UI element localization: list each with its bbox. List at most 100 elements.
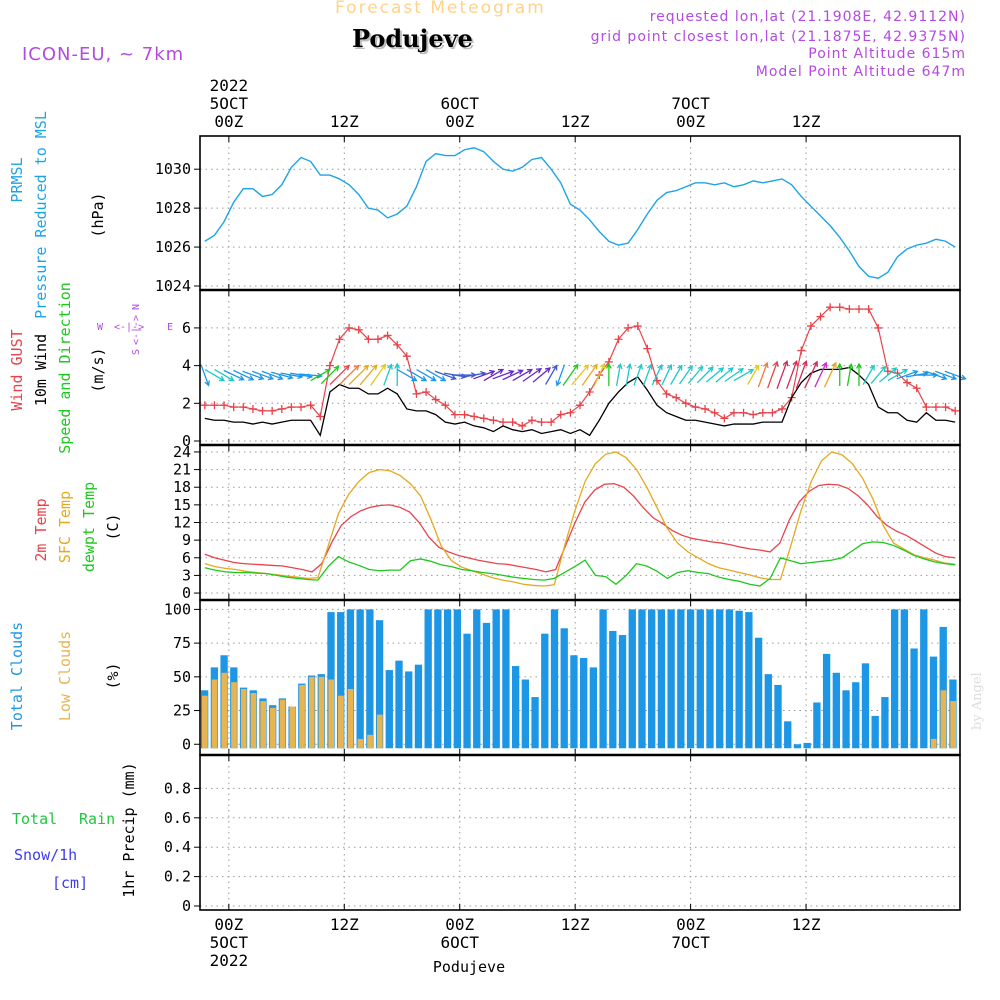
wind-arrow-head — [599, 362, 606, 370]
total-cloud-bar — [745, 612, 753, 749]
wind-direction-arrow — [696, 366, 714, 384]
wind-arrow-shaft — [642, 364, 652, 386]
wind-arrow-head — [450, 374, 457, 381]
wind-arrow-shaft — [862, 365, 875, 385]
wind-direction-arrow — [502, 369, 524, 381]
wind-direction-arrow — [242, 370, 265, 381]
wind-arrow-shaft — [670, 365, 683, 385]
gust-marker — [585, 388, 594, 396]
wind-arrow-head — [267, 374, 275, 381]
wind-direction-arrow — [747, 364, 760, 385]
gust-marker — [220, 401, 229, 410]
wind-direction-arrow — [348, 364, 370, 385]
wind-arrow-head — [836, 362, 843, 369]
wind-direction-arrow — [944, 370, 967, 381]
total-cloud-bar — [463, 633, 471, 749]
wind-direction-arrow — [836, 362, 843, 387]
total-cloud-bar — [813, 702, 821, 749]
total-cloud-bar — [482, 622, 491, 749]
total-cloud-bar — [939, 626, 947, 749]
low-cloud-bar — [202, 695, 208, 749]
wind-arrow-shaft — [747, 365, 760, 385]
wind-direction-label: Speed and Direction — [56, 282, 74, 454]
wind-direction-arrow — [310, 368, 331, 382]
total-cloud-bar — [725, 609, 734, 749]
wind-arrow-shaft — [200, 364, 210, 386]
wind-arrow-head — [677, 364, 683, 371]
wind-arrow-head — [277, 374, 284, 381]
gust-marker — [941, 403, 950, 412]
gust-marker — [826, 303, 835, 312]
wind-arrow-shaft — [233, 369, 254, 381]
wind-direction-arrow — [359, 364, 378, 386]
total-cloud-bar — [453, 609, 461, 749]
wind-arrow-head — [287, 373, 294, 380]
top-time-label: 2022 — [210, 76, 249, 95]
total-cloud-bar — [784, 721, 792, 749]
total-cloud-bar — [754, 637, 763, 749]
wind-arrow-head — [737, 367, 745, 374]
top-time-label: 12Z — [330, 112, 359, 131]
wind-arrow-shaft — [556, 364, 566, 386]
gust-marker — [200, 401, 209, 410]
low-cloud-bar — [240, 688, 247, 749]
gust-marker — [489, 416, 498, 425]
wind-direction-arrow — [200, 364, 210, 387]
wind-arrow-head — [847, 362, 854, 370]
bottom-time-label: 12Z — [792, 915, 821, 934]
wind-arrow-shaft — [651, 364, 663, 386]
footer-location: Podujeve — [433, 958, 505, 976]
y-tick-label: 1030 — [155, 160, 191, 178]
clouds-unit: (%) — [104, 662, 122, 689]
bottom-time-label: 12Z — [330, 915, 359, 934]
wind-direction-arrow — [261, 370, 284, 381]
compass-south: S — [131, 349, 142, 355]
gust-marker — [633, 322, 642, 331]
low-cloud-bar — [289, 706, 296, 749]
y-tick-label: 12 — [173, 514, 191, 532]
wind-direction-arrow — [522, 367, 543, 382]
wind-direction-arrow — [434, 370, 457, 381]
wind-arrow-shaft — [678, 365, 693, 385]
pressure-unit: (hPa) — [89, 192, 107, 237]
gust-marker — [566, 408, 575, 417]
y-tick-label: 18 — [173, 478, 191, 496]
wind-arrow-shaft — [581, 364, 598, 386]
wind-direction-arrow — [795, 360, 808, 389]
total-cloud-bar — [716, 609, 724, 749]
y-tick-label: 9 — [182, 531, 191, 549]
wind-arrow-shaft — [776, 361, 788, 389]
wind-arrow-head — [324, 368, 331, 375]
wind-arrow-shaft — [823, 362, 837, 388]
wind-direction-arrow — [593, 362, 606, 387]
wind-direction-arrow — [571, 364, 590, 386]
total-cloud-bar — [618, 635, 627, 749]
wind-arrow-shaft — [562, 364, 579, 386]
wind-arrow-head — [508, 369, 515, 376]
low-cloud-bar — [279, 699, 286, 749]
wind-arrow-shaft — [532, 367, 551, 383]
wind-arrow-head — [792, 360, 799, 367]
wind-arrow-shaft — [786, 361, 798, 389]
wind-arrow-shaft — [502, 369, 523, 381]
location-title: Podujeve — [352, 24, 473, 53]
total-cloud-bar — [550, 609, 559, 749]
wind-direction-arrow — [320, 365, 340, 385]
wind-arrow-head — [616, 362, 623, 370]
wind-arrow-head — [891, 367, 898, 373]
wind-arrow-head — [901, 368, 909, 375]
wind-arrow-shaft — [320, 365, 339, 385]
wind-arrow-head — [592, 363, 598, 370]
compass-east: E — [167, 322, 173, 333]
total-cloud-bar — [881, 697, 889, 749]
gust-marker — [739, 408, 748, 417]
gust-marker — [412, 389, 421, 398]
wind-direction-arrow — [492, 369, 515, 380]
wind-arrow-shaft — [887, 368, 908, 382]
low-cloud-bar — [318, 676, 325, 749]
y-tick-label: 75 — [173, 634, 191, 652]
wind-arrow-shaft — [633, 364, 643, 386]
gust-marker — [758, 408, 767, 417]
bottom-time-label: 6OCT — [440, 933, 479, 952]
low-cloud-bar — [250, 693, 257, 749]
